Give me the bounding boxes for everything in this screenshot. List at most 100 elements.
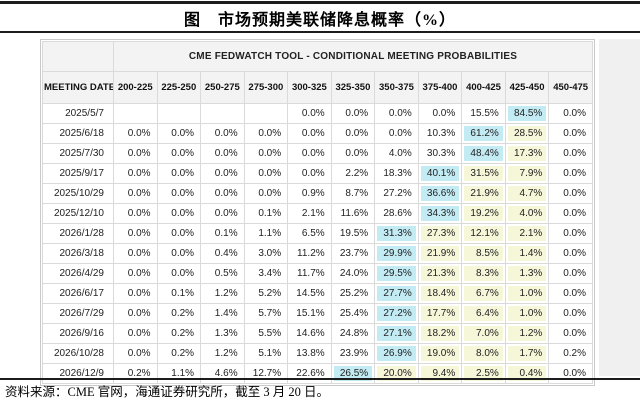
rate-range-header: 400-425 [461,71,506,104]
probability-cell: 25.4% [330,303,376,324]
meeting-date-cell: 2026/12/9 [42,363,114,384]
probability-cell: 0.2% [548,343,593,364]
probability-cell: 0.0% [330,143,376,164]
probability-cell: 5.7% [243,303,289,324]
meeting-date-header: MEETING DATE [42,71,114,104]
probability-cell: 30.3% [417,143,463,164]
probability-cell: 18.3% [374,163,419,184]
probability-cell: 0.0% [113,123,158,144]
rate-range-header: 200-225 [113,71,158,104]
meeting-date-cell: 2025/7/30 [42,143,114,164]
probability-cell: 9.4% [417,363,463,384]
table-right-margin [599,39,640,376]
fedwatch-table-container: CME FEDWATCH TOOL - CONDITIONAL MEETING … [40,39,595,386]
probability-cell: 10.3% [417,123,463,144]
probability-cell: 0.0% [548,163,593,184]
probability-cell: 19.2% [461,203,506,224]
column-header-row: MEETING DATE 200-225 225-250 250-275 275-30… [42,71,593,104]
probability-cell: 27.2% [374,183,419,204]
probability-cell: 0.0% [156,143,202,164]
bottom-rule [0,378,640,380]
probability-cell: 29.5% [374,263,419,284]
table-body: 2025/5/7 0.0% 0.0% 0.0% 0.0% 15.5% 84.5% 0.0% 20… [42,103,593,384]
probability-cell: 0.4% [200,243,245,264]
probability-cell: 0.0% [113,323,158,344]
probability-cell: 17.3% [504,143,550,164]
probability-cell: 1.4% [200,303,245,324]
probability-cell: 18.2% [417,323,463,344]
meeting-date-cell: 2025/5/7 [42,103,114,124]
probability-cell: 1.1% [243,223,289,244]
probability-cell: 6.4% [461,303,506,324]
probability-cell: 1.3% [200,323,245,344]
probability-cell: 0.0% [243,143,289,164]
probability-cell: 6.5% [287,223,332,244]
probability-cell: 0.0% [200,203,245,224]
table-row: 2026/6/17 0.0% 0.1% 1.2% 5.2% 14.5% 25.2% 27.7%… [42,283,593,304]
probability-cell: 0.0% [156,263,202,284]
probability-cell: 23.7% [330,243,376,264]
probability-cell: 2.5% [461,363,506,384]
meeting-date-cell: 2026/7/29 [42,303,114,324]
probability-cell: 4.6% [200,363,245,384]
probability-cell: 31.5% [461,163,506,184]
probability-cell: 2.1% [504,223,550,244]
meeting-date-cell: 2026/10/28 [42,343,114,364]
probability-cell [243,103,289,124]
probability-cell: 0.0% [548,283,593,304]
probability-cell: 0.0% [243,163,289,184]
probability-cell: 1.7% [504,343,550,364]
probability-cell: 0.0% [548,143,593,164]
probability-cell: 34.3% [417,203,463,224]
meeting-date-cell: 2026/6/17 [42,283,114,304]
probability-cell: 84.5% [504,103,550,124]
probability-cell: 8.3% [461,263,506,284]
probability-cell: 0.0% [200,123,245,144]
probability-cell: 0.0% [287,103,332,124]
probability-cell: 0.0% [287,123,332,144]
probability-cell: 0.0% [113,223,158,244]
probability-cell: 0.0% [113,183,158,204]
probability-cell: 0.0% [156,243,202,264]
meeting-date-cell: 2026/9/16 [42,323,114,344]
probability-cell: 7.9% [504,163,550,184]
rate-range-header: 325-350 [330,71,376,104]
probability-cell: 0.0% [156,123,202,144]
table-row: 2025/7/30 0.0% 0.0% 0.0% 0.0% 0.0% 0.0% 4.0% 30.… [42,143,593,164]
probability-cell: 0.0% [417,103,463,124]
probability-cell: 40.1% [417,163,463,184]
probability-cell: 26.5% [330,363,376,384]
probability-cell: 0.2% [156,323,202,344]
source-note: 资料来源：CME 官网，海通证券研究所，截至 3 月 20 日。 [5,385,329,399]
probability-cell: 2.2% [330,163,376,184]
probability-cell: 0.0% [113,203,158,224]
probability-cell: 27.3% [417,223,463,244]
probability-cell: 0.0% [374,103,419,124]
probability-cell: 28.5% [504,123,550,144]
probability-cell: 12.1% [461,223,506,244]
probability-cell: 19.0% [417,343,463,364]
probability-cell: 0.0% [200,183,245,204]
probability-cell: 1.3% [504,263,550,284]
probability-cell: 15.5% [461,103,506,124]
meeting-date-cell: 2026/1/28 [42,223,114,244]
probability-cell: 27.2% [374,303,419,324]
probability-cell: 0.0% [548,103,593,124]
rate-range-header: 300-325 [287,71,332,104]
probability-cell: 0.0% [156,183,202,204]
probability-cell: 18.4% [417,283,463,304]
probability-cell: 1.0% [504,303,550,324]
probability-cell: 0.0% [113,263,158,284]
probability-cell: 0.0% [548,183,593,204]
rate-range-header: 450-475 [548,71,593,104]
table-row: 2026/4/29 0.0% 0.0% 0.5% 3.4% 11.7% 24.0% 29.5%… [42,263,593,284]
probability-cell: 36.6% [417,183,463,204]
probability-cell: 5.1% [243,343,289,364]
probability-cell: 0.0% [243,123,289,144]
probability-cell [113,103,158,124]
table-row: 2025/6/18 0.0% 0.0% 0.0% 0.0% 0.0% 0.0% 0.0% 10.… [42,123,593,144]
meeting-date-cell: 2026/3/18 [42,243,114,264]
probability-cell: 3.0% [243,243,289,264]
probability-cell: 17.7% [417,303,463,324]
probability-cell: 11.2% [287,243,332,264]
